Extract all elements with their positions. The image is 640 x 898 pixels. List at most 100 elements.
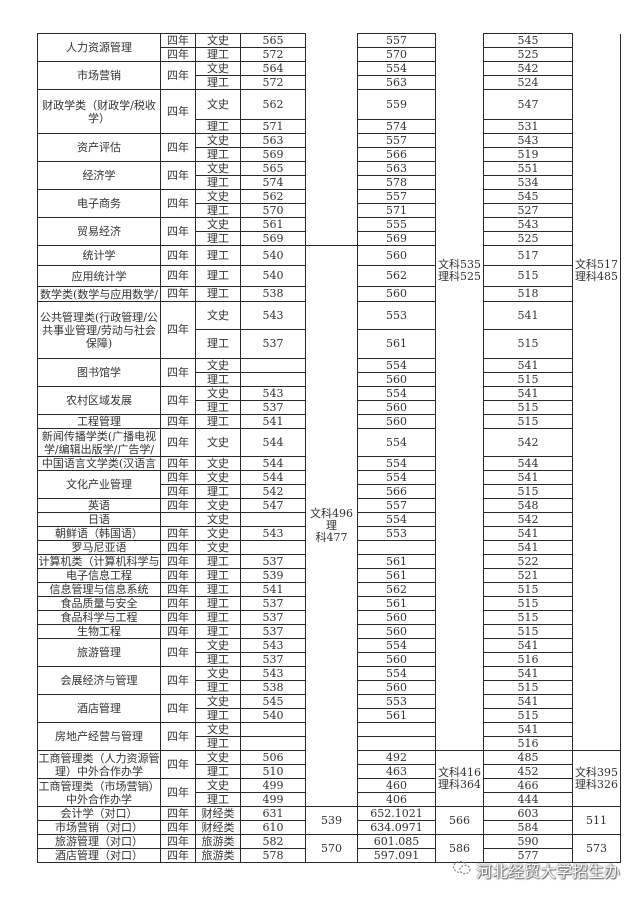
score-c-cell: 519	[483, 147, 573, 162]
years-cell	[160, 512, 196, 527]
score-c-cell: 543	[483, 217, 573, 232]
years-cell: 四年	[160, 806, 196, 821]
score-c-cell: 541	[483, 301, 573, 330]
major-cell: 应用统计学	[37, 265, 161, 287]
major-cell: 朝鲜语（韩国语）	[37, 526, 161, 541]
score-a-cell: 565	[240, 33, 306, 48]
score-c-cell: 541	[483, 638, 573, 653]
score-c-cell: 527	[483, 203, 573, 218]
table-row: 农村区域发展 四年 文史 543 554 541	[37, 386, 621, 415]
score-b-cell: 557	[357, 133, 436, 148]
category-cell: 理工	[195, 265, 241, 287]
years-cell: 四年	[160, 666, 196, 695]
group-c-merged-cell: 511	[572, 806, 621, 835]
merged-cell-text: 文科416	[438, 765, 481, 779]
table-row: 计算机类（计算机科学与 四年 理工 537 561 522	[37, 554, 621, 569]
major-cell: 酒店管理（对口）	[37, 848, 161, 863]
table-row: 应用统计学 四年 理工 540 562 515	[37, 265, 621, 287]
major-cell: 工程管理	[37, 414, 161, 429]
score-c-cell: 531	[483, 119, 573, 134]
score-b-cell: 569	[357, 231, 436, 246]
table-row: 理工 537 561 515	[38, 329, 621, 359]
score-c-cell: 516	[483, 736, 573, 751]
category-cell: 文史	[195, 61, 241, 76]
score-c-cell: 541	[483, 694, 573, 709]
score-a-cell: 561	[240, 217, 306, 232]
major-cell: 贸易经济	[37, 217, 161, 246]
score-a-cell: 547	[240, 498, 306, 513]
score-a-cell: 499	[240, 792, 306, 807]
category-cell: 理工	[195, 175, 241, 190]
major-cell: 统计学	[37, 245, 161, 266]
category-cell: 文史	[195, 161, 241, 176]
score-c-cell: 547	[483, 89, 573, 120]
category-cell: 理工	[195, 47, 241, 62]
score-a-cell: 543	[240, 666, 306, 681]
score-c-cell: 515	[483, 596, 573, 611]
score-a-cell: 571	[240, 119, 306, 134]
category-cell: 文史	[195, 133, 241, 148]
score-c-cell: 515	[483, 610, 573, 625]
category-cell: 理工	[195, 582, 241, 597]
major-cell: 农村区域发展	[37, 386, 161, 415]
category-cell: 理工	[195, 286, 241, 302]
years-cell: 四年	[160, 301, 196, 359]
years-cell: 四年	[160, 610, 196, 625]
score-a-cell	[240, 512, 306, 527]
major-cell: 市场营销（对口）	[37, 820, 161, 835]
score-c-cell: 515	[483, 400, 573, 415]
score-a-cell: 540	[240, 265, 306, 287]
score-c-cell: 577	[483, 848, 573, 863]
merged-cell-text: 573	[586, 841, 607, 855]
major-cell: 信息管理与信息系统	[37, 582, 161, 597]
category-cell: 文史	[195, 456, 241, 471]
years-cell: 四年	[160, 386, 196, 415]
major-cell: 电子商务	[37, 189, 161, 218]
score-b-cell: 554	[357, 61, 436, 76]
score-c-cell: 517	[483, 245, 573, 266]
group-b-merged-cell: 文科535 理科525	[435, 33, 484, 751]
score-c-cell: 515	[483, 708, 573, 723]
score-c-cell: 548	[483, 498, 573, 513]
score-a-cell: 544	[240, 470, 306, 485]
score-a-cell: 570	[240, 203, 306, 218]
score-c-cell: 542	[483, 61, 573, 76]
table-row: 生物工程 四年 理工 537 560 515	[37, 624, 621, 639]
score-c-cell: 551	[483, 161, 573, 176]
score-a-cell: 544	[240, 456, 306, 471]
score-b-cell: 554	[357, 358, 436, 373]
table-row: 财政学类（财政学/税收学） 四年 文史 562 559 547	[37, 89, 621, 134]
score-b-cell: 560	[357, 610, 436, 625]
table-row: 理工 537 560 515	[38, 400, 621, 415]
table-row: 理工 510 463 452	[38, 764, 621, 779]
major-cell: 公共管理类(行政管理/公共事业管理/劳动与社会保障)	[37, 301, 161, 359]
score-b-cell: 652.1021	[357, 806, 436, 821]
merged-cell-text: 理科485	[575, 269, 618, 283]
group-a-merged-cell: 539	[305, 806, 358, 835]
score-c-cell: 545	[483, 189, 573, 204]
merged-cell-text: 理科326	[575, 777, 618, 791]
score-a-cell: 538	[240, 680, 306, 695]
years-cell: 四年	[160, 286, 196, 302]
table-row: 统计学 四年 理工 540 文科496理 科477 560 517	[37, 245, 621, 807]
score-c-cell: 515	[483, 680, 573, 695]
category-cell: 理工	[195, 792, 241, 807]
category-cell: 文史	[195, 428, 241, 457]
score-a-cell: 506	[240, 750, 306, 765]
score-a-cell: 564	[240, 61, 306, 76]
score-b-cell: 562	[357, 582, 436, 597]
category-cell: 文史	[195, 470, 241, 485]
years-cell: 四年	[160, 217, 196, 246]
years-cell: 四年	[160, 61, 196, 90]
category-cell: 理工	[195, 75, 241, 90]
category-cell: 文史	[195, 189, 241, 204]
score-a-cell: 537	[240, 329, 306, 359]
category-cell: 文史	[195, 33, 241, 48]
group-b-merged-cell: 586	[435, 834, 484, 863]
score-c-cell: 545	[483, 33, 573, 48]
score-c-cell: 590	[483, 834, 573, 849]
merged-cell-text: 文科395	[575, 765, 618, 779]
years-cell: 四年	[160, 554, 196, 569]
table-row: 经济学 四年 文史 565 563 551	[37, 161, 621, 190]
table-row: 四年 理工 542 566 515	[38, 484, 621, 499]
